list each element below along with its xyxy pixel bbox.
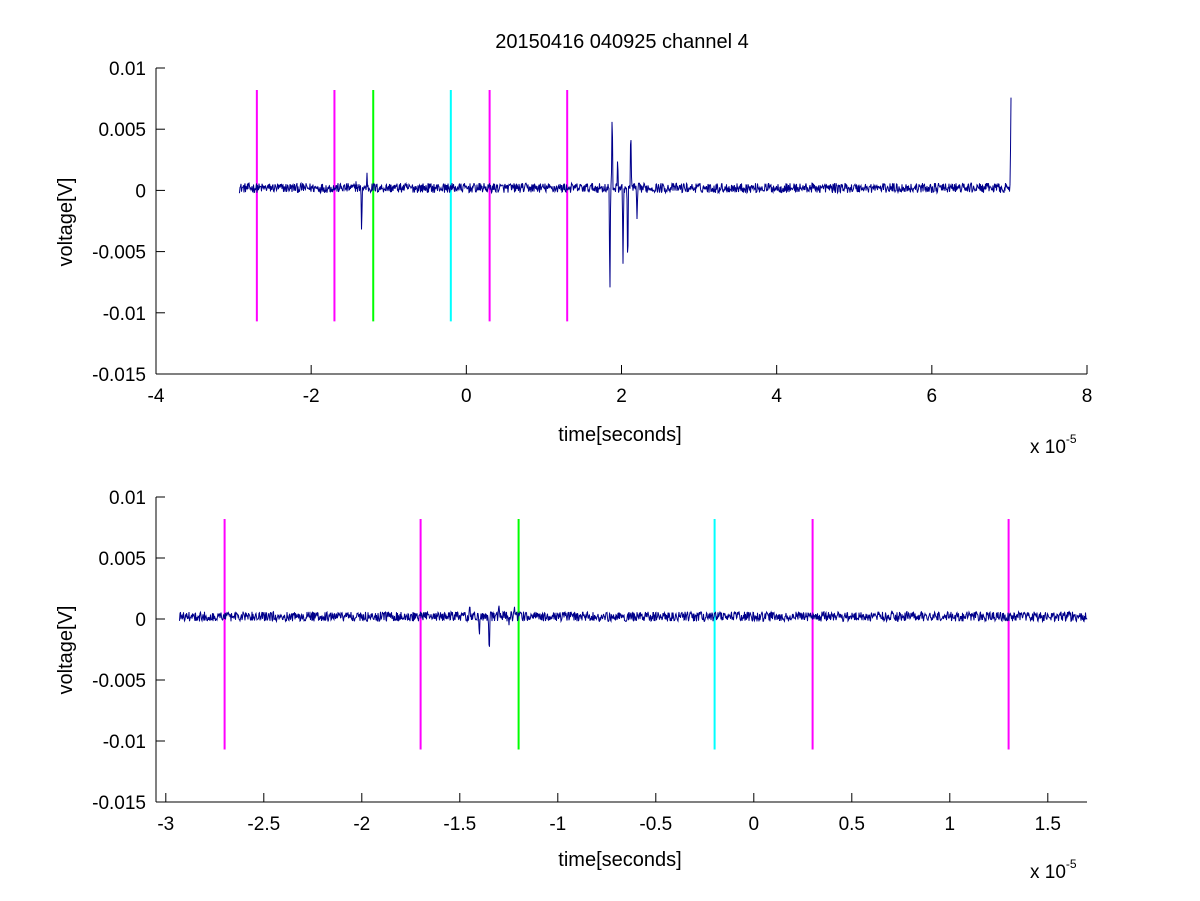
bottom-x-tick-label: 1	[945, 814, 956, 835]
bottom-y-tick-label: 0.005	[98, 549, 146, 570]
bottom-x-tick-label: -1.5	[443, 814, 476, 835]
bottom-x-multiplier: x 10-5	[1030, 857, 1077, 883]
top-x-tick-label: 6	[927, 386, 938, 407]
top-plot-area: 0.01 0.005 0 -0.005 -0.01 -0.015-4 -2 0 2 4 6 8	[92, 59, 1092, 407]
top-x-tick-label: 8	[1082, 386, 1093, 407]
top-x-multiplier: x 10-5	[1030, 432, 1077, 458]
top-x-axis-label: time[seconds]	[558, 424, 681, 446]
bottom-x-tick-label: 0	[749, 814, 760, 835]
bottom-axes: time[seconds] voltage[V] x 10-5 0.01 0.00…	[55, 488, 1088, 883]
top-x-tick-label: -2	[303, 386, 320, 407]
bottom-y-tick-label: 0.01	[109, 488, 146, 509]
top-y-tick-label: -0.015	[92, 365, 146, 386]
bottom-x-tick-label: -0.5	[639, 814, 672, 835]
bottom-y-tick-label: -0.005	[92, 671, 146, 692]
top-axes: 20150416 040925 channel 4 time[seconds] …	[55, 31, 1092, 458]
bottom-y-axis-label: voltage[V]	[55, 606, 77, 695]
bottom-signal-trace	[179, 605, 1088, 647]
bottom-y-tick-label: -0.01	[103, 732, 146, 753]
top-y-tick-label: 0.01	[109, 59, 146, 80]
bottom-x-tick-label: 0.5	[839, 814, 865, 835]
bottom-x-tick-label: -2.5	[247, 814, 280, 835]
top-x-tick-label: 2	[616, 386, 627, 407]
top-x-multiplier-exponent: -5	[1066, 432, 1077, 446]
top-x-tick-label: 4	[771, 386, 782, 407]
top-y-tick-label: 0	[135, 181, 146, 202]
bottom-x-tick-label: -2	[353, 814, 370, 835]
bottom-plot-area: 0.01 0.005 0 -0.005 -0.01 -0.015 -3 -2.5 -2 -1.5 -…	[92, 488, 1088, 835]
top-y-tick-label: 0.005	[98, 120, 146, 141]
bottom-y-tick-label: -0.015	[92, 793, 146, 814]
bottom-y-tick-label: 0	[135, 610, 146, 631]
bottom-x-axis-label: time[seconds]	[558, 849, 681, 871]
bottom-x-multiplier-exponent: -5	[1066, 857, 1077, 871]
bottom-x-multiplier-base: x 10	[1030, 862, 1066, 883]
top-y-axis-label: voltage[V]	[55, 178, 77, 267]
top-y-tick-label: -0.005	[92, 243, 146, 264]
bottom-x-tick-label: -1	[549, 814, 566, 835]
top-signal-trace	[238, 97, 1012, 288]
bottom-x-tick-label: 1.5	[1035, 814, 1061, 835]
top-chart-title: 20150416 040925 channel 4	[495, 31, 749, 53]
bottom-x-tick-label: -3	[157, 814, 174, 835]
top-y-tick-label: -0.01	[103, 304, 146, 325]
top-x-tick-label: -4	[148, 386, 165, 407]
top-x-tick-label: 0	[461, 386, 472, 407]
top-x-multiplier-base: x 10	[1030, 437, 1066, 458]
